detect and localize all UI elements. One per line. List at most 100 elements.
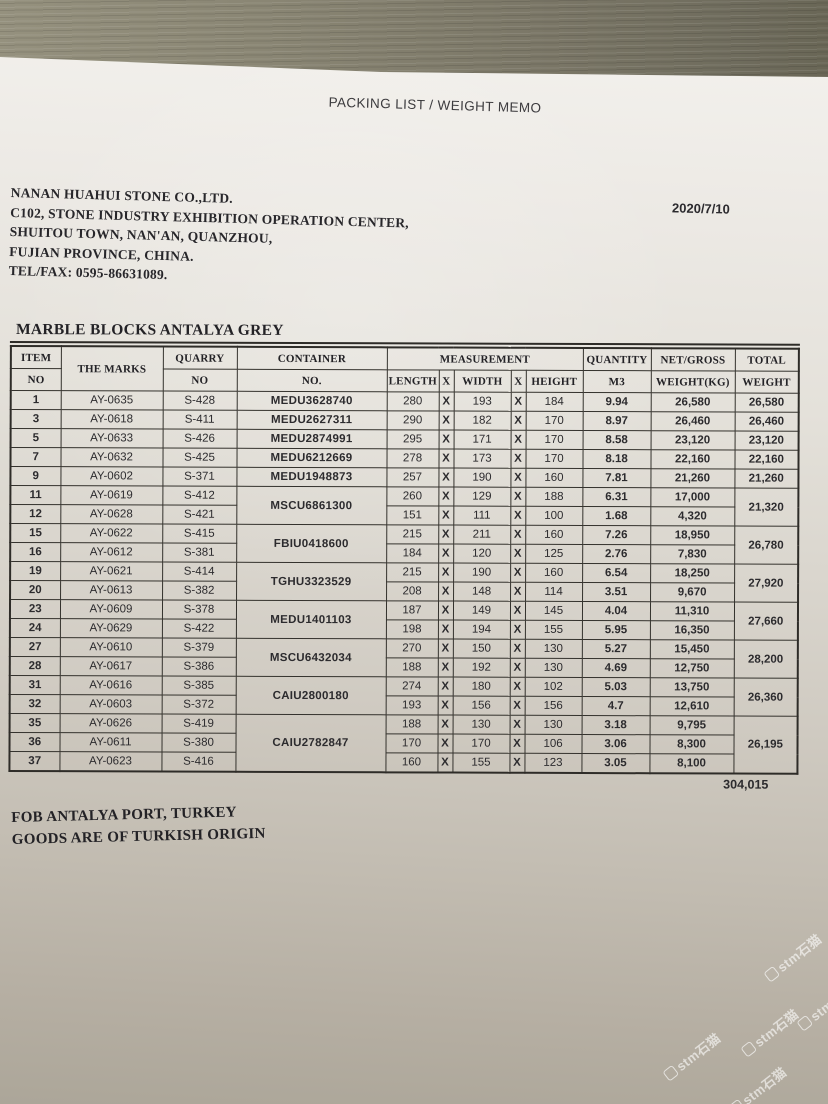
section-title: MARBLE BLOCKS ANTALYA GREY	[9, 321, 800, 346]
packing-table: ITEM THE MARKS QUARRY CONTAINER MEASUREM…	[8, 344, 800, 775]
cell-item-no: 9	[10, 466, 61, 486]
stm-watermark: stm石猫	[738, 1004, 802, 1060]
cell-weight: 22,160	[650, 449, 735, 470]
cell-width: 190	[453, 468, 511, 488]
cell-length: 208	[386, 581, 439, 601]
cell-width: 190	[453, 563, 511, 583]
cell-weight: 8,300	[649, 734, 734, 755]
cell-weight: 26,580	[650, 392, 735, 413]
cell-x-separator: X	[510, 411, 526, 431]
header-quarry-no: NO	[162, 369, 237, 392]
cell-length: 193	[385, 695, 438, 715]
cell-length: 290	[386, 410, 439, 430]
cell-height: 114	[525, 582, 583, 602]
grand-total: 304,015	[723, 777, 769, 792]
cell-height: 130	[524, 639, 582, 659]
watermark-text: stm石猫	[807, 980, 828, 1024]
document-date: 2020/7/10	[671, 200, 730, 217]
cell-mark: AY-0621	[60, 561, 163, 582]
cell-weight: 26,460	[650, 411, 735, 432]
cell-x-separator: X	[438, 467, 454, 488]
cell-x-separator: X	[510, 430, 526, 450]
cell-x-separator: X	[510, 544, 526, 564]
cell-height: 145	[524, 601, 583, 621]
cell-x-separator: X	[438, 524, 454, 545]
cell-mark: AY-0616	[59, 675, 162, 696]
watermark-text: stm石猫	[774, 931, 825, 975]
cell-height: 160	[525, 525, 583, 545]
cell-height: 106	[524, 734, 582, 754]
header-container-no: NO.	[236, 369, 387, 392]
cell-width: 149	[452, 601, 511, 621]
cell-weight: 4,320	[650, 506, 735, 527]
header-container: CONTAINER	[236, 346, 387, 370]
cell-quarry: S-411	[162, 410, 237, 430]
cell-weight: 8,100	[649, 753, 734, 774]
header-weight-kg: WEIGHT(KG)	[650, 370, 735, 394]
cell-height: 100	[525, 506, 583, 526]
cell-quarry: S-412	[162, 486, 237, 506]
cell-container: FBIU0418600	[236, 524, 387, 563]
cell-width: 129	[453, 487, 511, 507]
header-x1: X	[438, 369, 454, 393]
cell-length: 295	[386, 429, 439, 449]
stm-watermark: stm石猫	[660, 1028, 724, 1084]
cell-x-separator: X	[510, 506, 526, 526]
cell-quarry: S-421	[162, 505, 237, 525]
cell-width: 194	[452, 620, 510, 640]
cell-m3: 4.69	[581, 658, 650, 678]
footer-block: FOB ANTALYA PORT, TURKEY GOODS ARE OF TUR…	[11, 801, 266, 851]
cell-item-no: 7	[10, 447, 61, 467]
cell-length: 160	[385, 752, 438, 773]
cell-width: 182	[453, 411, 511, 431]
cell-mark: AY-0632	[60, 447, 163, 468]
cell-weight: 18,250	[650, 563, 735, 584]
cell-width: 171	[453, 430, 511, 450]
cell-x-separator: X	[437, 752, 453, 773]
stm-logo-icon	[796, 1014, 813, 1032]
cell-x-separator: X	[437, 619, 453, 640]
cell-length: 280	[386, 391, 439, 411]
watermark-text: stm石猫	[673, 1030, 724, 1074]
cell-mark: AY-0610	[59, 637, 162, 658]
cell-length: 151	[386, 505, 439, 525]
cell-width: 173	[453, 449, 511, 469]
header-m3: M3	[582, 370, 651, 393]
cell-length: 278	[386, 448, 439, 468]
header-quantity: QUANTITY	[582, 348, 651, 371]
cell-mark: AY-0617	[59, 656, 162, 677]
cell-total-weight: 21,260	[734, 469, 799, 489]
stm-logo-icon	[728, 1098, 745, 1104]
watermark-text: stm石猫	[751, 1006, 802, 1050]
cell-m3: 7.81	[582, 468, 651, 488]
cell-m3: 5.03	[581, 677, 650, 697]
cell-m3: 3.05	[581, 753, 650, 774]
cell-height: 102	[524, 677, 582, 697]
cell-x-separator: X	[438, 410, 454, 431]
cell-x-separator: X	[437, 600, 454, 621]
cell-mark: AY-0613	[60, 580, 163, 601]
cell-mark: AY-0618	[60, 409, 163, 430]
cell-quarry: S-386	[161, 657, 236, 677]
cell-height: 188	[525, 487, 583, 507]
cell-total-weight: 27,660	[733, 602, 799, 641]
cell-item-no: 35	[9, 713, 60, 733]
cell-x-separator: X	[438, 391, 454, 412]
cell-item-no: 11	[10, 485, 61, 505]
table-row: 37 AY-0623 S-416 160 X 155 X 123 3.05 8,100	[9, 751, 797, 774]
cell-width: 155	[452, 753, 510, 773]
cell-length: 215	[386, 524, 439, 544]
cell-total-weight: 22,160	[734, 450, 799, 470]
header-row-1: ITEM THE MARKS QUARRY CONTAINER MEASUREM…	[10, 346, 799, 392]
cell-container: MEDU2874991	[236, 429, 387, 449]
cell-total-weight: 26,460	[734, 412, 799, 432]
cell-weight: 15,450	[649, 639, 734, 660]
cell-length: 184	[386, 543, 439, 563]
stm-logo-icon	[740, 1040, 757, 1058]
cell-item-no: 12	[10, 504, 61, 524]
cell-mark: AY-0609	[59, 599, 163, 620]
cell-container: MEDU1948873	[236, 467, 387, 487]
cell-container: MSCU6432034	[235, 638, 386, 677]
cell-m3: 8.58	[582, 430, 651, 450]
